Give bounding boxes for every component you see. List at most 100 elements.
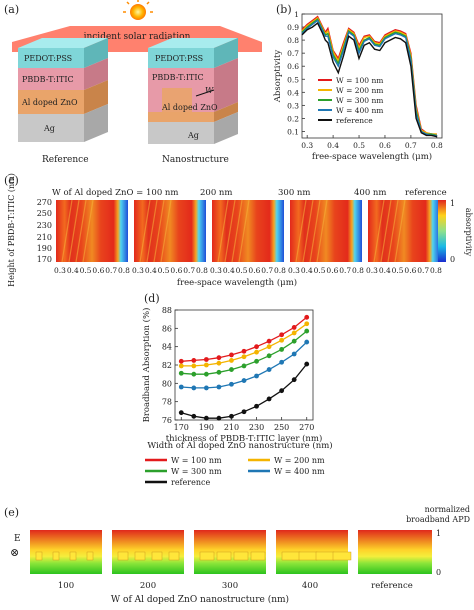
series-point-1 bbox=[266, 344, 272, 350]
heatmap-xtick: 0.3 bbox=[210, 266, 222, 275]
apd-row bbox=[30, 530, 430, 574]
series-point-1 bbox=[229, 358, 234, 363]
heatmap-tile bbox=[134, 200, 206, 262]
heatmap-xtick: 0.7 bbox=[183, 266, 195, 275]
apd-colorbar-label-1: normalized bbox=[425, 505, 470, 514]
layer-label-ag-ref: Ag bbox=[43, 124, 55, 133]
legend-label: W = 100 nm bbox=[336, 76, 383, 85]
series-point-0 bbox=[266, 338, 272, 344]
heatmap-band bbox=[61, 199, 73, 263]
heatmap-colorbar-tick-max: 1 bbox=[450, 199, 455, 208]
heatmap-band bbox=[380, 199, 392, 263]
y-tick-label: 1 bbox=[294, 10, 299, 19]
heatmap-xtick: 0.6 bbox=[92, 266, 104, 275]
x-tick-label: 170 bbox=[174, 423, 189, 432]
apd-pillar bbox=[281, 551, 301, 561]
series-point-2 bbox=[279, 347, 285, 352]
series-point-1 bbox=[304, 321, 310, 327]
y-tick-label: 0.7 bbox=[287, 49, 299, 58]
series-point-2 bbox=[254, 358, 259, 364]
heatmap-band bbox=[295, 199, 307, 263]
apd-pillar bbox=[332, 551, 352, 561]
apd-colorbar bbox=[424, 530, 432, 574]
series-point-4 bbox=[266, 396, 272, 402]
heatmap-xtick: 0.5 bbox=[314, 266, 326, 275]
heatmap-band bbox=[387, 199, 399, 263]
y-tick-label: 0.8 bbox=[287, 36, 299, 45]
series-point-3 bbox=[216, 384, 222, 390]
series-point-0 bbox=[178, 358, 184, 364]
heatmap-band bbox=[75, 199, 87, 263]
y-tick-label: 0.3 bbox=[287, 101, 299, 110]
series-point-0 bbox=[191, 358, 197, 363]
heatmap-header-3: 300 nm bbox=[278, 188, 310, 198]
series-point-1 bbox=[178, 363, 184, 369]
y-tick-label: 88 bbox=[162, 306, 172, 315]
apd-pillar bbox=[250, 551, 266, 561]
legend-label: W = 200 nm bbox=[336, 86, 383, 95]
series-point-3 bbox=[241, 378, 247, 383]
apd-colorbar-label-2: broadband APD bbox=[406, 515, 470, 524]
heatmap-xtick: 0.7 bbox=[339, 266, 351, 275]
series-point-2 bbox=[229, 367, 234, 372]
layer-label-pedot-nano: PEDOT:PSS bbox=[155, 54, 203, 63]
series-point-0 bbox=[241, 348, 247, 354]
heatmap-header-1: W of Al doped ZnO = 100 nm bbox=[52, 188, 178, 198]
heatmap-xtick: 0.6 bbox=[248, 266, 260, 275]
series-point-2 bbox=[216, 369, 222, 375]
series-point-1 bbox=[191, 363, 197, 369]
x-tick-label: 190 bbox=[199, 423, 214, 432]
y-tick-label: 86 bbox=[162, 324, 172, 333]
x-tick-label: 270 bbox=[299, 423, 314, 432]
heatmap-colorbar-label: absorptivity bbox=[464, 208, 473, 257]
heatmap-band bbox=[224, 199, 236, 263]
x-axis-label: free-space wavelength (μm) bbox=[312, 151, 432, 162]
apd-pillar bbox=[151, 551, 163, 561]
x-tick-label: 0.5 bbox=[353, 141, 365, 150]
apd-pillar bbox=[69, 551, 77, 561]
series-point-3 bbox=[266, 367, 272, 372]
apd-pillar bbox=[315, 551, 335, 561]
heatmap-xticks: 0.3 0.4 0.5 0.6 0.7 0.8 0.3 0.4 0.5 0.6 0.7 0.8 0.3 0… bbox=[54, 266, 442, 275]
heatmap-xtick: 0.8 bbox=[274, 266, 286, 275]
apd-pillar bbox=[134, 551, 146, 561]
series-point-3 bbox=[279, 359, 285, 365]
series-point-0 bbox=[254, 344, 259, 350]
series-point-4 bbox=[279, 388, 285, 394]
y-tick-label: 0.9 bbox=[287, 23, 299, 32]
x-tick-label: 0.4 bbox=[327, 141, 339, 150]
x-tick-label: 230 bbox=[249, 423, 264, 432]
heatmap-ytick: 210 bbox=[37, 233, 52, 242]
layer-label-pbdb-ref: PBDB-T:ITIC bbox=[22, 75, 74, 84]
apd-colorbar-tick-max: 1 bbox=[436, 529, 441, 538]
apd-pillar bbox=[168, 551, 180, 561]
heatmap-row bbox=[56, 199, 440, 263]
series-point-4 bbox=[254, 403, 259, 409]
x-tick-label: 0.6 bbox=[379, 141, 391, 150]
apd-pillar bbox=[86, 551, 94, 561]
series-point-1 bbox=[241, 354, 247, 360]
nanostructure-stack bbox=[148, 38, 238, 144]
heatmap-xtick: 0.8 bbox=[118, 266, 130, 275]
series-point-0 bbox=[304, 314, 310, 320]
apd-label: 100 bbox=[58, 581, 74, 591]
heatmap-band bbox=[153, 199, 165, 263]
field-direction-letter: E bbox=[14, 534, 21, 544]
x-tick-label: 250 bbox=[274, 423, 289, 432]
heatmap-band bbox=[373, 199, 385, 263]
series-point-0 bbox=[291, 325, 297, 330]
series-point-4 bbox=[241, 409, 247, 415]
layer-label-pbdb-nano: PBDB-T:ITIC bbox=[152, 73, 204, 82]
heatmap-xtick: 0.4 bbox=[301, 266, 313, 275]
y-tick-label: 0.2 bbox=[287, 114, 299, 123]
apd-label: 400 bbox=[302, 581, 318, 591]
y-tick-label: 84 bbox=[162, 343, 172, 352]
heatmap-band bbox=[309, 199, 321, 263]
heatmap-tile bbox=[368, 200, 440, 262]
x-tick-label: 0.3 bbox=[301, 141, 313, 150]
series-point-4 bbox=[203, 415, 209, 421]
heatmap-ytick: 270 bbox=[37, 198, 52, 207]
heatmap-xtick: 0.7 bbox=[417, 266, 429, 275]
panel-label-b: (b) bbox=[276, 3, 292, 16]
